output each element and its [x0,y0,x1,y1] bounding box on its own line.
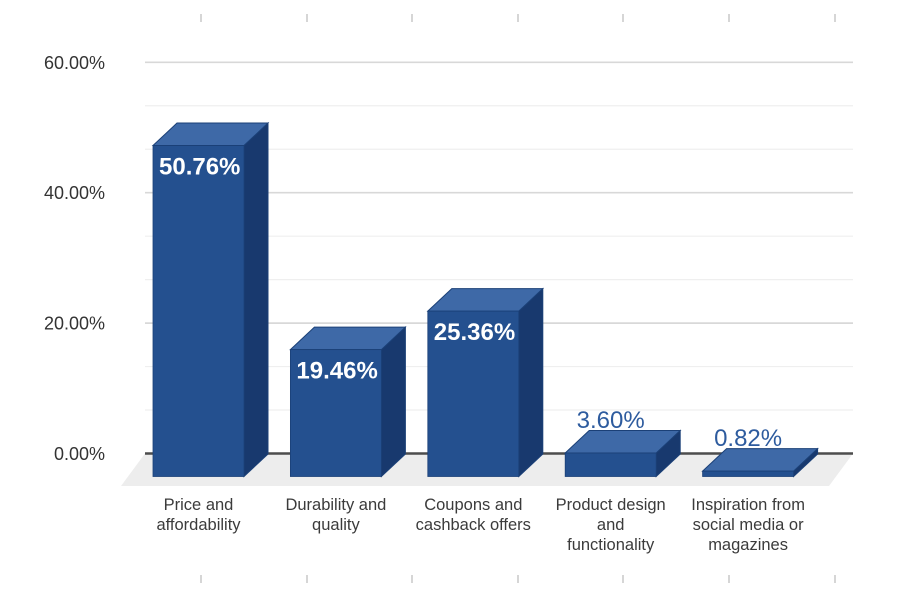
bar-0-front-face [152,145,245,477]
bar-1-side-face [380,325,406,478]
bar-2-front-face [427,310,520,477]
y-axis-label: 40.00% [44,183,105,203]
bar-1-value-label: 19.46% [296,358,377,385]
y-axis-label: 0.00% [54,444,105,464]
y-axis-label: 60.00% [44,53,105,73]
category-label-1: Durability and quality [285,496,386,534]
bar-3-value-label: 3.60% [577,407,645,434]
bar-3-front-face [564,452,657,477]
y-axis-label: 20.00% [44,314,105,334]
bar-1-front-face [289,349,382,477]
bar-0-side-face [243,121,269,478]
bar-4-front-face [702,470,794,477]
bar-4-value-label: 0.82% [714,425,782,452]
bar-2-value-label: 25.36% [434,319,515,346]
category-label-0: Price and affordability [156,496,241,534]
bar-2-side-face [518,287,544,478]
category-label-4: Inspiration from social media or magazines [691,496,805,554]
bar-0-value-label: 50.76% [159,154,240,181]
category-label-2: Coupons and cashback offers [416,496,531,534]
category-label-3: Product design and functionality [556,496,666,554]
